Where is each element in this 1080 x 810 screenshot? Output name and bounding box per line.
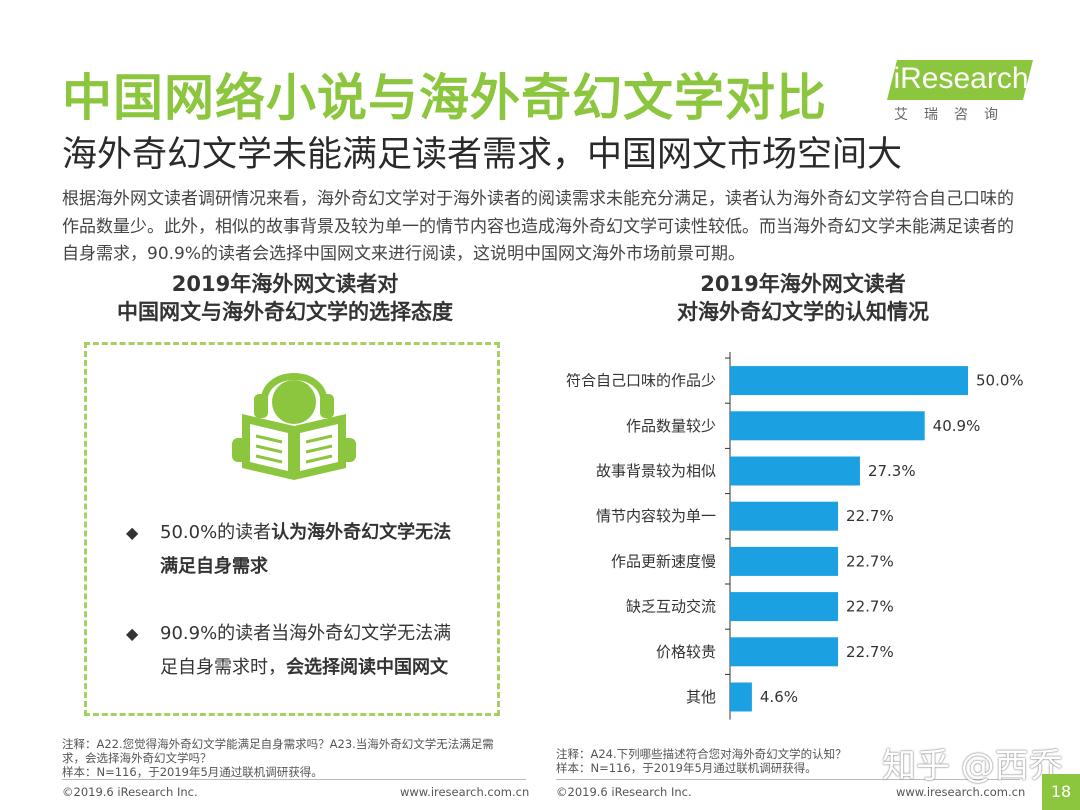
bar xyxy=(730,456,860,486)
intro-paragraph: 根据海外网文读者调研情况来看，海外奇幻文学对于海外读者的阅读需求未能充分满足，读… xyxy=(62,189,1014,264)
value-label: 50.0% xyxy=(976,372,1024,390)
bar xyxy=(730,546,839,576)
copyright-left: ©2019.6 iResearch Inc. xyxy=(62,785,198,799)
footer-divider-left xyxy=(62,779,526,780)
left-note: 注释：A22.您觉得海外奇幻文学能满足自身需求吗？A23.当海外奇幻文学无法满足… xyxy=(62,737,522,779)
category-label: 作品数量较少 xyxy=(626,417,716,435)
value-label: 40.9% xyxy=(933,417,981,435)
value-label: 22.7% xyxy=(846,552,894,570)
bar xyxy=(730,501,839,531)
category-label: 价格较贵 xyxy=(656,643,716,661)
diamond-bullet-icon: ◆ xyxy=(126,624,139,643)
right-note-line1: 注释：A24.下列哪些描述符合您对海外奇幻文学的认知？ xyxy=(556,747,847,761)
category-label: 缺乏互动交流 xyxy=(626,598,716,616)
bullet1-plain: 50.0%的读者 xyxy=(160,522,272,543)
category-label: 情节内容较为单一 xyxy=(596,507,716,525)
page-subtitle: 海外奇幻文学未能满足读者需求，中国网文市场空间大 xyxy=(62,135,903,175)
bar xyxy=(730,637,839,667)
left-note-line2: 求，会选择海外奇幻文学吗？ xyxy=(62,751,212,765)
chart-heading: 2019年海外网文读者 对海外奇幻文学的认知情况 xyxy=(578,270,1028,326)
left-note-line3: 样本：N=116，于2019年5月通过联机调研获得。 xyxy=(62,765,323,779)
value-label: 22.7% xyxy=(846,598,894,616)
bar xyxy=(730,366,968,396)
left-note-line1: 注释：A22.您觉得海外奇幻文学能满足自身需求吗？A23.当海外奇幻文学无法满足… xyxy=(62,737,494,751)
cognition-bar-chart: 符合自己口味的作品少 50.0% 作品数量较少 40.9% 故事背景较为相似 27.3% 情… xyxy=(566,352,1024,720)
left-panel-heading: 2019年海外网文读者对 中国网文与海外奇幻文学的选择态度 xyxy=(60,270,510,326)
bullet-point-1: ◆ 50.0%的读者认为海外奇幻文学无法满足自身需求 xyxy=(126,516,456,584)
category-label: 符合自己口味的作品少 xyxy=(566,372,716,390)
copyright-right: ©2019.6 iResearch Inc. xyxy=(556,785,692,799)
iresearch-logo: iResearch 艾瑞咨询 xyxy=(886,60,1036,124)
bullet-point-2: ◆ 90.9%的读者当海外奇幻文学无法满足自身需求时，会选择阅读中国网文 xyxy=(126,617,456,685)
bullet1-bold: 认为海外奇幻文学无法满足自身需求 xyxy=(160,522,452,577)
category-label: 故事背景较为相似 xyxy=(596,462,716,480)
zhihu-watermark: 知乎 @西乔 xyxy=(882,746,1063,786)
bar xyxy=(730,682,752,712)
bar xyxy=(730,411,925,441)
category-label: 作品更新速度慢 xyxy=(611,552,716,570)
url-right: www.iresearch.com.cn xyxy=(896,785,1026,799)
value-label: 22.7% xyxy=(846,643,894,661)
logo-subtext: 艾瑞咨询 xyxy=(894,107,1014,123)
url-left: www.iresearch.com.cn xyxy=(400,785,530,799)
left-heading-line2: 中国网文与海外奇幻文学的选择态度 xyxy=(117,300,453,324)
value-label: 27.3% xyxy=(868,462,916,480)
diamond-bullet-icon: ◆ xyxy=(126,523,139,542)
category-label: 其他 xyxy=(686,688,716,706)
page-title: 中国网络小说与海外奇幻文学对比 xyxy=(62,69,827,127)
right-note: 注释：A24.下列哪些描述符合您对海外奇幻文学的认知？ 样本：N=116，于20… xyxy=(556,747,896,775)
value-label: 22.7% xyxy=(846,507,894,525)
logo-text: iResearch xyxy=(893,62,1029,95)
bar xyxy=(730,592,839,622)
right-note-line2: 样本：N=116，于2019年5月通过联机调研获得。 xyxy=(556,761,817,775)
value-label: 4.6% xyxy=(760,688,798,706)
bullet2-bold: 会选择阅读中国网文 xyxy=(286,657,448,678)
bullet2-plain: 90.9%的读者当海外奇幻文学无法满足自身需求时， xyxy=(160,623,452,678)
attitude-panel xyxy=(84,342,500,716)
left-heading-line1: 2019年海外网文读者对 xyxy=(171,272,399,296)
chart-heading-line2: 对海外奇幻文学的认知情况 xyxy=(677,300,929,324)
chart-heading-line1: 2019年海外网文读者 xyxy=(700,272,906,296)
reader-with-headphones-icon xyxy=(232,373,356,480)
page-number: 18 xyxy=(1042,774,1080,810)
footer-divider-right xyxy=(556,779,1020,780)
